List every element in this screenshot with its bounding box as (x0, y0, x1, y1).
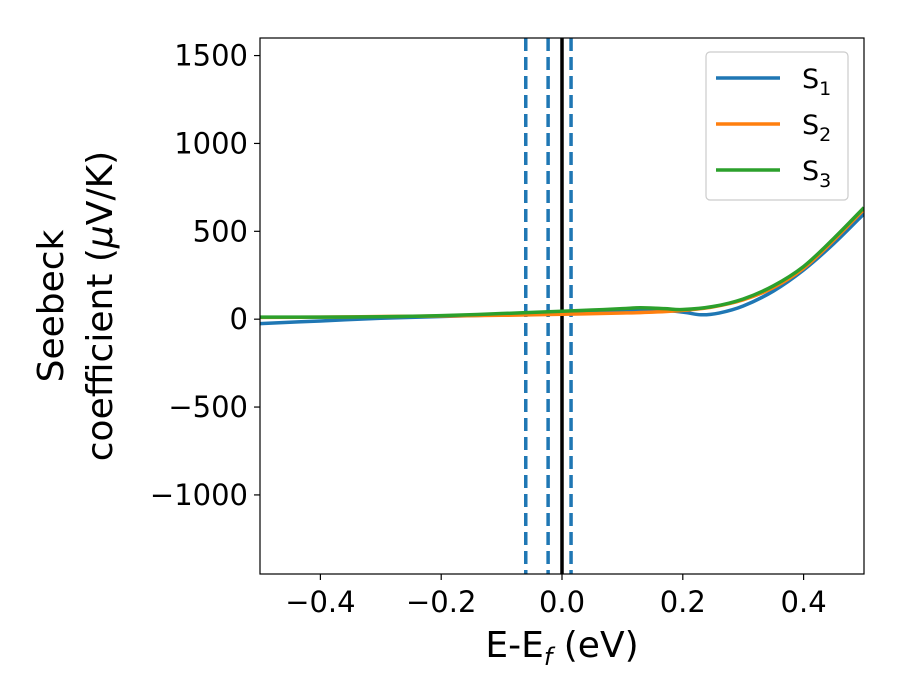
y-tick-label: 0 (230, 302, 248, 336)
x-tick-label: −0.4 (285, 585, 355, 619)
x-axis-label: E-Ef (eV) (485, 625, 638, 671)
plot-area (260, 38, 864, 574)
series-line-s3 (260, 206, 864, 319)
x-tick-label: 0.4 (781, 585, 827, 619)
legend-label-s3: S3 (802, 156, 831, 192)
y-axis-label-line1: Seebeck (31, 229, 72, 382)
y-axis-label: Seebeck coefficient (μV/K) (31, 151, 121, 461)
legend-label-s1: S1 (802, 64, 831, 100)
y-axis-label-suffix: V/K) (80, 151, 121, 225)
y-tick-label: −500 (168, 390, 248, 424)
x-tick-label: 0.2 (660, 585, 706, 619)
y-tick-label: 1000 (174, 126, 248, 160)
y-axis-label-prefix: coefficient ( (80, 248, 121, 461)
x-axis-label-unit: (eV) (552, 625, 638, 666)
x-axis-label-main: E-E (485, 625, 543, 666)
legend-box (705, 51, 849, 201)
y-tick-label: −1000 (150, 478, 248, 512)
legend: S1 S2 S3 (705, 51, 849, 201)
legend-label-s2: S2 (802, 110, 831, 146)
x-tick-label: 0.0 (539, 585, 585, 619)
axis-ticks: −0.4 −0.2 0.0 0.2 0.4 −1000 −500 0 500 1000 1500 (150, 39, 827, 619)
x-tick-label: −0.2 (406, 585, 476, 619)
y-axis-label-mu: μ (80, 225, 121, 249)
y-axis-label-line2: coefficient (μV/K) (80, 151, 121, 461)
y-tick-label: 500 (193, 214, 248, 248)
y-tick-label: 1500 (174, 39, 248, 73)
